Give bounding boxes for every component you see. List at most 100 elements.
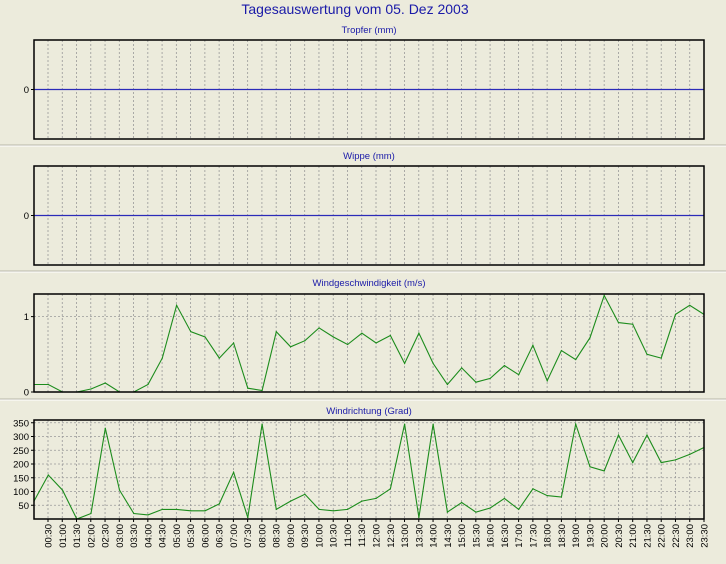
x-tick-label: 13:00 [400,524,411,548]
x-tick-label: 12:00 [372,524,383,548]
x-tick-label: 20:30 [614,524,625,548]
data-point [461,501,463,504]
data-point [518,508,520,510]
x-tick-label: 11:00 [343,524,354,547]
x-tick-label: 23:30 [700,524,711,548]
x-tick-label: 21:30 [643,524,654,548]
chart-panel-4: Windrichtung (Grad) 50 100 150 200 250 300 350 [13,406,705,520]
x-tick-label: 15:00 [457,524,468,548]
data-point [689,453,691,455]
x-tick-label: 22:30 [671,524,682,548]
data-point [446,511,449,513]
x-tick-label: 06:00 [200,524,211,548]
data-point [247,517,249,519]
data-point [104,382,106,384]
data-point [232,342,235,344]
data-point [432,362,434,364]
data-point [660,357,662,359]
data-point [347,343,349,346]
x-tick-label: 16:30 [500,524,511,548]
data-point [275,508,277,510]
x-tick-label: 08:00 [257,524,268,548]
data-point [646,434,648,436]
y-tick-label: 0 [24,211,29,222]
x-tick-label: 02:30 [101,524,112,548]
data-point [560,349,563,352]
data-point [90,512,92,515]
data-point [446,383,449,386]
data-point [361,500,363,502]
x-tick-label: 21:00 [628,524,639,548]
data-point [632,323,634,325]
chart-panel-2: Wippe (mm) 0 [24,151,705,266]
data-point [289,500,292,502]
data-point [133,512,135,515]
data-point [218,503,220,505]
x-tick-label: 00:30 [44,524,55,548]
data-point [347,508,349,510]
data-point [47,474,49,476]
data-point [190,510,192,512]
x-tick-label: 17:00 [514,524,525,548]
data-point [489,377,491,380]
data-point [674,459,677,461]
x-tick-label: 06:30 [215,524,226,548]
y-tick-label: 350 [13,418,29,429]
y-tick-label: 300 [13,432,29,443]
data-point [518,374,520,376]
x-tick-label: 07:30 [243,524,254,548]
y-tick-label: 200 [13,460,29,471]
data-point [318,508,320,510]
data-point [318,327,320,329]
data-point [560,496,563,498]
data-point [617,434,620,436]
data-point [532,488,534,490]
x-tick-label: 16:00 [486,524,497,548]
data-point [418,517,420,519]
x-tick-label: 01:00 [58,524,69,548]
data-point [204,510,206,512]
data-point [147,383,149,386]
data-point [175,508,178,510]
data-point [646,353,648,355]
data-point [118,489,121,491]
x-tick-label: 23:00 [685,524,696,548]
x-tick-label: 11:30 [357,524,368,547]
x-tick-label: 19:30 [585,524,596,548]
x-tick-label: 19:00 [571,524,582,548]
x-tick-label: 03:00 [115,524,126,548]
plot-area [34,420,704,519]
x-tick-label: 03:30 [129,524,140,548]
data-point [175,304,178,306]
x-tick-label: 04:00 [143,524,154,548]
y-tick-label: 0 [24,85,29,96]
data-point [389,488,391,490]
x-tick-label: 14:00 [429,524,440,548]
data-point [489,507,491,509]
data-point [161,357,163,359]
data-point [418,332,420,334]
series-line [34,294,705,393]
data-point [632,462,634,464]
panel-title: Windrichtung (Grad) [326,406,412,417]
x-tick-label: 13:30 [414,524,425,548]
chart-panel-3: Windgeschwindigkeit (m/s) 0 1 [24,278,705,399]
x-tick-label: 09:30 [300,524,311,548]
data-point [404,423,406,425]
data-point [532,344,534,346]
data-point [147,514,149,516]
y-tick-label: 0 [24,388,29,399]
data-point [375,342,377,344]
data-point [332,510,334,512]
data-point [475,511,477,513]
data-point [575,423,577,425]
data-point [589,337,591,339]
data-point [232,471,235,473]
data-point [546,495,548,497]
data-point [575,358,577,361]
x-tick-label: 10:00 [315,524,326,548]
x-tick-label: 04:30 [158,524,169,548]
x-tick-label: 15:30 [471,524,482,548]
plot-frame [33,39,705,140]
